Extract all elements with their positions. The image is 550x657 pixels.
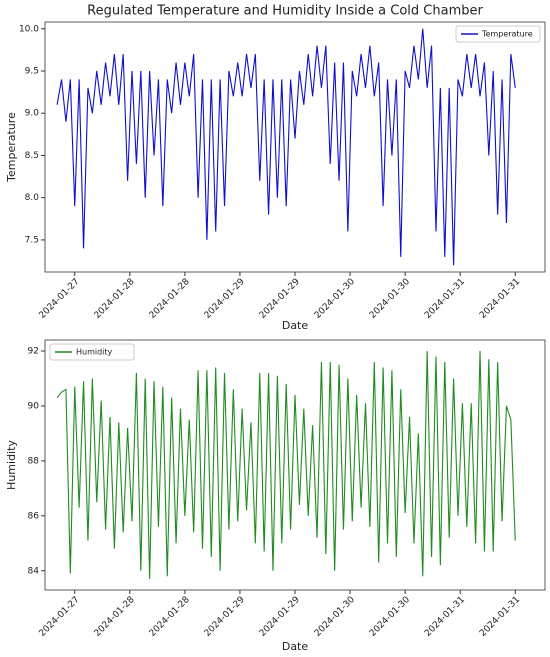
y-tick-label: 9.0 xyxy=(25,109,40,119)
legend-label: Temperature xyxy=(481,30,533,39)
x-tick-label: 2024-01-31 xyxy=(478,595,522,639)
legend-box xyxy=(455,25,541,43)
data-line xyxy=(56,28,516,266)
x-tick-label: 2024-01-30 xyxy=(368,277,412,321)
x-axis-label: Date xyxy=(282,319,309,332)
x-tick-label: 2024-01-29 xyxy=(203,595,247,639)
x-tick-label: 2024-01-28 xyxy=(148,595,192,639)
legend-box xyxy=(49,343,135,361)
x-tick-label: 2024-01-30 xyxy=(313,595,357,639)
y-tick-label: 86 xyxy=(28,511,40,521)
y-axis-label: Temperature xyxy=(5,112,18,183)
y-tick-label: 84 xyxy=(28,566,40,576)
y-axis-label: Humidity xyxy=(5,440,18,490)
y-tick-label: 9.5 xyxy=(25,66,39,76)
plot-frame xyxy=(44,21,546,273)
y-tick-label: 92 xyxy=(28,346,39,356)
y-tick-label: 8.5 xyxy=(25,151,39,161)
x-tick-label: 2024-01-28 xyxy=(93,277,137,321)
x-tick-label: 2024-01-28 xyxy=(148,277,192,321)
y-tick-label: 7.5 xyxy=(25,235,39,245)
x-tick-label: 2024-01-30 xyxy=(368,595,412,639)
y-tick-label: 8.0 xyxy=(25,193,40,203)
x-axis-label: Date xyxy=(282,640,309,653)
y-tick-label: 10.0 xyxy=(19,24,39,34)
chart-title: Regulated Temperature and Humidity Insid… xyxy=(87,4,483,19)
x-tick-label: 2024-01-27 xyxy=(38,595,82,639)
legend-label: Humidity xyxy=(76,348,113,357)
x-tick-label: 2024-01-31 xyxy=(423,595,467,639)
x-tick-label: 2024-01-31 xyxy=(478,277,522,321)
x-tick-label: 2024-01-28 xyxy=(93,595,137,639)
x-tick-label: 2024-01-30 xyxy=(313,277,357,321)
x-tick-label: 2024-01-31 xyxy=(423,277,467,321)
y-tick-label: 90 xyxy=(28,401,40,411)
x-tick-label: 2024-01-27 xyxy=(38,277,82,321)
x-tick-label: 2024-01-29 xyxy=(203,277,247,321)
x-tick-label: 2024-01-29 xyxy=(258,277,302,321)
x-tick-label: 2024-01-29 xyxy=(258,595,302,639)
data-line xyxy=(56,350,516,580)
y-tick-label: 88 xyxy=(28,456,40,466)
